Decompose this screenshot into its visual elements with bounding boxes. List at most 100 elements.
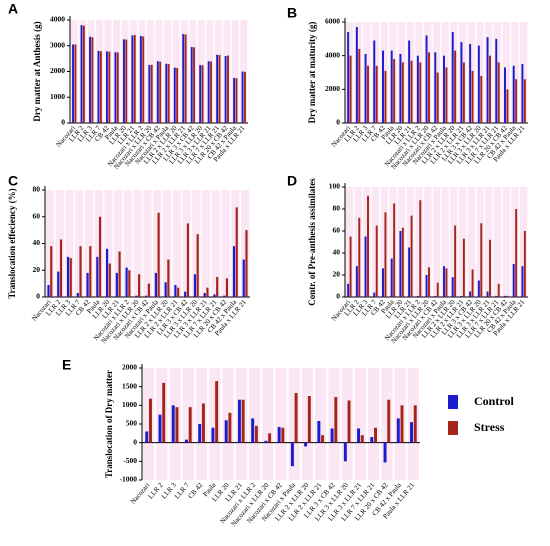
bar — [242, 259, 245, 297]
band-highlight — [381, 368, 393, 480]
y-tick-label: 0 — [336, 292, 340, 301]
bar — [210, 61, 212, 123]
band-highlight — [424, 22, 432, 123]
bar — [203, 292, 206, 297]
band-highlight — [341, 368, 353, 480]
bar — [148, 65, 151, 123]
panel-title: D — [287, 173, 297, 189]
bar — [355, 266, 358, 297]
bar — [150, 64, 153, 123]
bar — [489, 239, 491, 297]
bar — [264, 440, 268, 443]
bar — [241, 71, 244, 123]
band-highlight — [441, 187, 449, 297]
bar — [196, 234, 199, 297]
band-highlight — [389, 187, 397, 297]
bar — [443, 266, 445, 297]
bar — [347, 400, 351, 443]
band-highlight — [146, 20, 155, 123]
y-tick-label: 1000 — [50, 92, 65, 101]
y-tick-label: 1000 — [122, 400, 137, 409]
bar — [497, 62, 500, 123]
band-highlight — [206, 20, 214, 123]
bar — [47, 284, 50, 297]
bar — [419, 200, 422, 297]
bar — [125, 39, 128, 123]
band-highlight — [96, 20, 104, 123]
bar — [469, 43, 472, 124]
band-highlight — [182, 190, 191, 297]
bar — [471, 70, 474, 123]
bar — [399, 53, 402, 123]
band-highlight — [406, 187, 415, 297]
band-highlight — [182, 368, 194, 480]
bar — [434, 295, 437, 297]
bar — [425, 35, 428, 123]
bar — [128, 270, 131, 297]
bar — [399, 231, 402, 297]
band-highlight — [511, 187, 519, 297]
bar — [232, 246, 236, 297]
y-axis-label: Contr. of Pre-anthesis assimilates — [307, 178, 317, 306]
y-tick-label: 2000 — [325, 84, 340, 93]
bar — [504, 295, 506, 297]
band-highlight — [502, 187, 510, 297]
bar — [184, 439, 188, 443]
bar — [486, 37, 489, 123]
bar — [347, 283, 350, 297]
y-tick-label: 80 — [333, 204, 341, 213]
bar — [66, 256, 70, 297]
bar — [290, 442, 294, 467]
bar — [382, 50, 384, 123]
bar — [156, 61, 159, 123]
band-highlight — [467, 187, 476, 297]
bar — [410, 215, 413, 297]
bar — [69, 258, 72, 297]
band-highlight — [476, 22, 484, 123]
bar — [486, 291, 489, 297]
y-tick-label: 2000 — [50, 66, 65, 75]
bar — [523, 79, 526, 123]
bar — [96, 256, 99, 297]
band-highlight — [75, 190, 84, 297]
band-highlight — [476, 187, 484, 297]
bar — [227, 55, 229, 123]
bar — [133, 34, 136, 124]
bar — [198, 424, 202, 443]
band-highlight — [114, 190, 123, 297]
bar — [237, 399, 241, 443]
bar — [216, 54, 219, 124]
band-highlight — [104, 20, 112, 123]
y-tick-label: 60 — [333, 226, 341, 235]
bar — [413, 405, 417, 443]
bar — [98, 216, 102, 297]
bar — [408, 40, 411, 124]
band-highlight — [502, 22, 510, 123]
bar — [277, 426, 281, 443]
bar — [131, 35, 134, 124]
band-highlight — [458, 22, 467, 123]
band-highlight — [458, 187, 467, 297]
band-highlight — [155, 20, 163, 123]
band-highlight — [162, 190, 172, 297]
bar — [154, 272, 157, 297]
bar — [443, 55, 445, 123]
bar — [171, 405, 175, 443]
band-highlight — [248, 368, 261, 480]
panel-title: A — [8, 1, 18, 17]
bar — [57, 271, 60, 297]
band-highlight — [197, 20, 205, 123]
bar — [460, 42, 463, 124]
bar — [416, 295, 419, 297]
bar — [504, 67, 506, 123]
bar — [243, 71, 246, 123]
bar — [82, 25, 85, 123]
bar — [480, 223, 483, 297]
panel-title: B — [287, 5, 297, 21]
y-axis-label: Dry matter at maturity (g) — [307, 22, 317, 124]
bar — [159, 61, 162, 123]
bar — [349, 55, 352, 123]
bar — [135, 295, 138, 297]
y-tick-label: 80 — [33, 185, 41, 194]
legend-label: Stress — [474, 420, 505, 434]
